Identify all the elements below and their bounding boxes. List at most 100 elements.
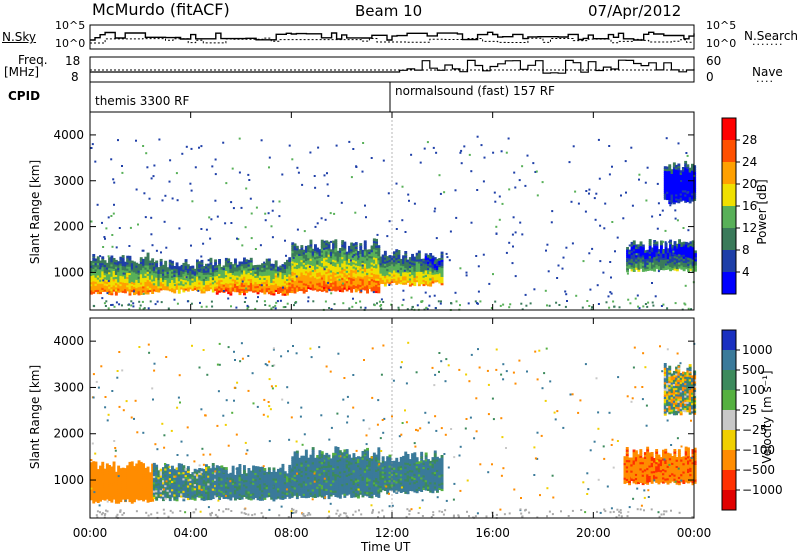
- power-cell: [256, 273, 260, 276]
- velocity-cell: [112, 494, 116, 498]
- power-cell: [320, 289, 324, 292]
- velocity-cell: [182, 496, 186, 500]
- power-cell: [368, 269, 372, 273]
- power-cell: [94, 277, 98, 280]
- power-cell: [694, 262, 697, 266]
- power-cell: [343, 287, 347, 290]
- power-cell: [655, 257, 659, 261]
- power-cell: [341, 246, 345, 249]
- power-cell: [307, 274, 311, 277]
- power-cell: [381, 258, 385, 262]
- power-cell: [357, 261, 360, 264]
- power-cell: [630, 260, 634, 264]
- power-cell: [370, 284, 374, 288]
- power-cell: [249, 261, 253, 265]
- power-cell: [234, 277, 237, 280]
- power-cell: [336, 267, 340, 270]
- velocity-cell: [155, 487, 159, 491]
- power-cell: [279, 280, 283, 283]
- power-ground: [160, 301, 163, 304]
- power-cell: [200, 278, 204, 282]
- power-cell: [366, 249, 369, 253]
- power-cell: [229, 264, 233, 267]
- velocity-cell: [243, 473, 246, 477]
- velocity-cell: [146, 493, 150, 497]
- power-cell: [689, 261, 693, 265]
- power-cell: [198, 265, 202, 269]
- velocity-cell: [92, 486, 96, 489]
- power-cell: [135, 281, 139, 284]
- power-cell: [318, 253, 322, 256]
- power-cell: [635, 260, 638, 264]
- power-cell: [300, 253, 304, 256]
- power-cell: [332, 283, 335, 287]
- power-cell: [329, 284, 333, 287]
- power-cell: [440, 269, 444, 273]
- power-cell: [377, 284, 381, 288]
- power-cell: [90, 287, 93, 291]
- power-cell: [295, 260, 299, 263]
- power-cell: [334, 262, 338, 265]
- power-cell: [151, 291, 155, 294]
- power-cell: [142, 261, 145, 264]
- power-cell: [249, 276, 253, 279]
- power-speck: [190, 147, 193, 150]
- power-cell: [383, 269, 387, 273]
- power-cell: [637, 262, 641, 266]
- velocity-cell: [135, 473, 139, 477]
- power-cell: [196, 280, 199, 283]
- velocity-cell: [155, 475, 159, 478]
- power-cell: [686, 193, 690, 196]
- power-cell: [142, 289, 145, 293]
- power-cell: [220, 269, 224, 272]
- power-cell: [363, 240, 367, 244]
- power-cell: [99, 279, 102, 282]
- power-cell: [345, 270, 349, 273]
- power-cell: [359, 290, 363, 294]
- power-ground: [605, 301, 608, 304]
- power-cell: [263, 271, 267, 274]
- power-cell: [229, 262, 233, 265]
- power-cell: [404, 277, 408, 281]
- power-cell: [345, 282, 349, 286]
- power-speck: [386, 235, 389, 238]
- power-cell: [687, 250, 691, 254]
- velocity-cell: [238, 472, 242, 475]
- power-cell: [298, 282, 301, 285]
- power-speck: [112, 178, 115, 181]
- velocity-cell: [92, 471, 96, 475]
- power-cell: [679, 192, 683, 196]
- power-cell: [427, 255, 430, 258]
- power-cell: [119, 267, 123, 270]
- power-cell: [281, 278, 285, 282]
- power-cell: [295, 276, 299, 280]
- velocity-cell: [144, 497, 148, 500]
- power-cell: [198, 269, 202, 273]
- power-cell: [393, 263, 396, 267]
- power-cell: [117, 269, 121, 273]
- power-speck: [102, 279, 105, 282]
- velocity-cell: [218, 482, 221, 486]
- power-cell: [316, 255, 320, 259]
- power-cell: [675, 181, 678, 185]
- power-cell: [663, 178, 667, 182]
- velocity-cell: [164, 488, 168, 492]
- power-cell: [359, 253, 363, 257]
- velocity-cell: [152, 483, 156, 487]
- power-cell: [162, 281, 165, 284]
- power-speck: [524, 293, 527, 296]
- power-cell: [363, 285, 367, 289]
- power-cell: [427, 283, 430, 287]
- velocity-cell: [128, 499, 132, 503]
- power-cell: [227, 274, 231, 278]
- power-cell: [224, 284, 228, 288]
- power-cell: [399, 261, 403, 264]
- power-cell: [372, 283, 376, 287]
- power-cell: [429, 255, 433, 258]
- power-cell: [245, 263, 249, 267]
- velocity-cell: [152, 487, 156, 491]
- power-cell: [677, 167, 681, 171]
- power-cell: [288, 259, 292, 262]
- power-cell: [314, 256, 317, 260]
- power-cell: [379, 270, 383, 274]
